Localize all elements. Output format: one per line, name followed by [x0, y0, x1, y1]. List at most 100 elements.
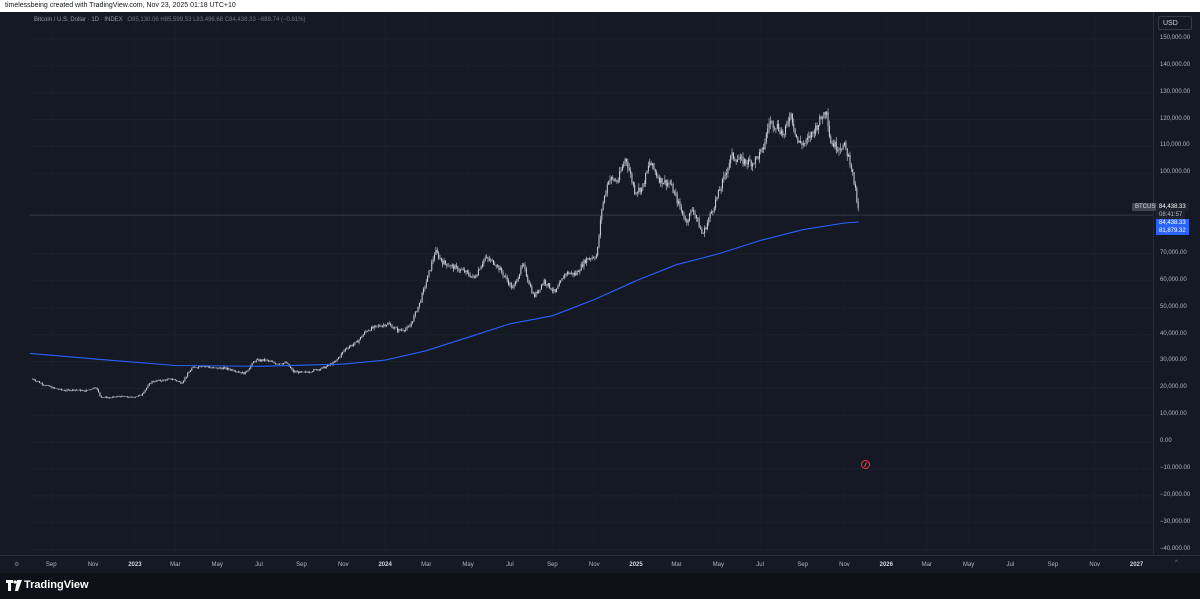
candle-body — [683, 215, 685, 219]
candle-body — [52, 387, 54, 389]
candle-body — [287, 363, 289, 364]
candle-body — [187, 373, 189, 377]
candle-body — [236, 371, 238, 373]
candle-body — [421, 292, 423, 302]
candle-body — [383, 324, 385, 326]
price-chart[interactable] — [0, 12, 1200, 573]
price-tick-label: 130,000.00 — [1160, 88, 1191, 95]
candle-body — [439, 257, 441, 259]
candle-body — [460, 269, 462, 271]
candle-body — [790, 113, 792, 118]
currency-button[interactable]: USD — [1158, 16, 1192, 30]
candle-body — [347, 348, 349, 349]
candle-body — [333, 361, 335, 363]
candle-body — [209, 366, 211, 368]
candle-body — [325, 366, 327, 369]
candle-body — [302, 371, 304, 373]
candle-body — [785, 125, 787, 135]
symbol-title[interactable]: Bitcoin / U.S. Dollar · 1D · INDEX — [34, 17, 123, 23]
candle-body — [462, 269, 464, 271]
price-tick-label: 60,000.00 — [1160, 276, 1187, 283]
candle-body — [113, 396, 115, 398]
candle-body — [764, 142, 766, 150]
candle-body — [104, 396, 106, 398]
candle-body — [339, 356, 341, 358]
candle-body — [117, 396, 119, 397]
candle-body — [595, 255, 597, 259]
candle-body — [579, 270, 581, 273]
candle-body — [240, 372, 242, 374]
symbol-legend[interactable]: Bitcoin / U.S. Dollar · 1D · INDEX O85,1… — [34, 17, 306, 23]
grid — [30, 12, 1153, 555]
chart-panel[interactable]: Bitcoin / U.S. Dollar · 1D · INDEX O85,1… — [0, 12, 1200, 574]
time-axis[interactable]: ⚙ ^ Sep Nov 2023 Mar May Jul Sep Nov 2024 Mar May J… — [0, 555, 1200, 574]
candle-body — [494, 264, 496, 266]
candle-body — [98, 389, 100, 393]
settings-icon[interactable]: ⚙ — [14, 562, 20, 568]
go-to-realtime-icon[interactable] — [861, 460, 870, 469]
candle-body — [484, 257, 486, 260]
candle-body — [269, 361, 271, 362]
candle-body — [839, 148, 841, 150]
candle-body — [250, 365, 252, 369]
candle-body — [617, 180, 619, 183]
candle-body — [557, 286, 559, 289]
candle-body — [660, 178, 662, 183]
candle-body — [133, 397, 135, 398]
candle-body — [446, 263, 448, 267]
candle-body — [466, 270, 468, 273]
time-tick-label: 2026 — [879, 562, 893, 568]
candle-body — [100, 395, 102, 398]
candle-body — [381, 325, 383, 327]
candle-body — [609, 179, 611, 182]
candle-body — [560, 280, 562, 283]
candle-body — [263, 359, 265, 361]
candle-body — [610, 177, 612, 180]
candle-body — [144, 389, 146, 393]
candle-body — [84, 390, 86, 392]
candle-body — [806, 138, 808, 140]
candle-body — [433, 254, 435, 260]
candle-body — [757, 156, 759, 159]
price-tick-label: 40,000.00 — [1160, 330, 1187, 337]
candle-body — [741, 156, 743, 158]
time-tick-label: Nov — [1089, 562, 1101, 568]
candle-body — [369, 330, 371, 332]
candle-body — [746, 163, 748, 165]
candle-body — [358, 339, 360, 343]
candle-body — [195, 367, 197, 368]
candle-body — [406, 326, 408, 329]
candle-body — [527, 276, 529, 281]
candle-body — [106, 396, 108, 398]
candle-body — [638, 187, 640, 192]
candle-body — [99, 392, 101, 396]
candle-body — [390, 324, 392, 326]
last-price-tag-blue: 84,438.33 — [1156, 219, 1189, 227]
candle-body — [828, 125, 830, 137]
chevron-up-icon[interactable]: ^ — [1175, 560, 1178, 566]
candle-body — [730, 155, 732, 164]
candle-body — [534, 293, 536, 297]
candle-body — [82, 390, 84, 391]
moving-average-line — [29, 221, 859, 367]
candle-body — [606, 184, 608, 194]
candle-body — [321, 367, 323, 369]
candle-body — [346, 348, 348, 349]
candle-body — [283, 363, 285, 365]
candle-body — [719, 190, 721, 191]
candle-body — [495, 265, 497, 267]
candle-body — [572, 272, 574, 275]
candle-body — [816, 125, 818, 130]
time-tick-label: Sep — [797, 562, 808, 568]
candle-body — [338, 357, 340, 360]
candle-body — [697, 217, 699, 219]
time-tick-label: 2023 — [128, 562, 142, 568]
candle-body — [450, 265, 452, 267]
candle-body — [167, 378, 169, 380]
candle-body — [458, 270, 460, 272]
candle-body — [307, 372, 309, 373]
candle-body — [472, 275, 474, 277]
candle-body — [797, 137, 799, 143]
price-axis[interactable] — [1153, 12, 1200, 573]
candle-body — [501, 268, 503, 273]
